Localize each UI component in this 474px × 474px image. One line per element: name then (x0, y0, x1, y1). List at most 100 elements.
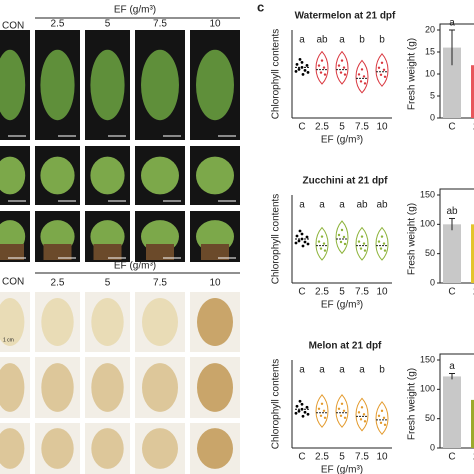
chart-title: Zucchini at 21 dpf (302, 176, 388, 187)
data-point (339, 240, 343, 244)
data-point (294, 70, 298, 73)
data-point (362, 413, 366, 416)
significance-letter: a (299, 35, 305, 46)
data-point (297, 409, 301, 413)
data-point (383, 249, 387, 252)
data-point (303, 69, 307, 72)
data-point (382, 68, 386, 72)
data-point (317, 64, 321, 67)
data-point (294, 411, 298, 415)
dose-label: 2.5 (51, 19, 65, 30)
plant (196, 49, 234, 121)
leaf (0, 298, 25, 346)
data-point (294, 241, 298, 245)
leaf (91, 428, 124, 469)
data-point (343, 416, 347, 419)
y-axis-label: Fresh weight (g) (407, 368, 418, 440)
y-tick-label: 10 (425, 68, 435, 78)
data-point (300, 61, 304, 64)
y-axis-label: Chlorophyll contents (271, 194, 282, 285)
bar (471, 224, 474, 283)
x-axis-label: EF (g/m³) (321, 465, 363, 474)
plant (90, 49, 125, 121)
data-point (362, 75, 366, 78)
data-point (306, 412, 310, 416)
x-tick-label: C (448, 287, 455, 298)
data-point (382, 416, 386, 420)
x-tick-label: 2.5 (315, 122, 329, 133)
data-point (295, 234, 299, 238)
data-point (362, 242, 366, 245)
dose-label: 7.5 (153, 278, 167, 289)
data-point (377, 66, 381, 70)
dose-label: 5 (105, 19, 111, 30)
soil (43, 244, 72, 260)
data-point (320, 59, 324, 62)
x-tick-label: 5 (339, 122, 345, 133)
data-point (377, 240, 381, 243)
violin (315, 226, 329, 261)
significance-letter: ab (356, 200, 368, 211)
data-point (305, 235, 309, 239)
leaf (197, 363, 233, 412)
x-tick-label: C (448, 452, 455, 463)
leaf (142, 363, 178, 412)
significance-letter: b (379, 365, 385, 376)
y-tick-label: 150 (420, 189, 435, 199)
significance-letter: a (339, 35, 345, 46)
y-tick-label: 0 (430, 277, 435, 287)
leaf (0, 363, 25, 412)
soil (93, 244, 122, 260)
significance-letter: b (379, 35, 385, 46)
data-point (322, 242, 326, 245)
significance-letter: b (359, 35, 365, 46)
leaf (41, 363, 74, 412)
y-tick-label: 150 (420, 354, 435, 364)
leaf (197, 298, 233, 346)
panel-b-control: CON (2, 277, 24, 288)
data-point (337, 407, 341, 410)
violin (335, 394, 349, 428)
significance-letter: ab (316, 35, 328, 46)
data-point (357, 411, 361, 414)
leaf (41, 428, 74, 469)
data-point (295, 404, 299, 408)
data-point (383, 423, 387, 427)
data-point (379, 247, 383, 250)
violin (315, 50, 329, 85)
panel-label: c (257, 0, 264, 14)
data-point (379, 73, 383, 77)
data-point (323, 249, 327, 252)
data-point (357, 73, 361, 76)
data-point (323, 416, 327, 419)
violin (355, 397, 369, 432)
data-point (360, 235, 364, 238)
significance-letter: ab (446, 206, 458, 217)
leaf (197, 428, 233, 469)
data-point (342, 66, 346, 69)
data-point (337, 233, 341, 237)
data-point (363, 249, 367, 252)
significance-letter: a (319, 365, 325, 376)
dose-label: 10 (209, 19, 221, 30)
violin (355, 226, 369, 261)
bar-frame (439, 23, 474, 119)
violin (375, 226, 389, 261)
x-tick-label: 7.5 (355, 452, 369, 463)
soil (0, 244, 24, 260)
data-point (320, 235, 324, 238)
data-point (359, 247, 363, 250)
y-tick-label: 20 (425, 24, 435, 34)
significance-letter: a (449, 18, 455, 29)
violin (375, 401, 389, 435)
plant (0, 49, 26, 121)
y-tick-label: 0 (430, 442, 435, 452)
significance-letter: a (299, 365, 305, 376)
y-tick-label: 100 (420, 219, 435, 229)
x-tick-label: 2.5 (315, 287, 329, 298)
violin (335, 220, 349, 255)
data-point (319, 414, 323, 417)
data-point (339, 71, 343, 74)
data-point (360, 406, 364, 409)
leaf (91, 363, 124, 412)
